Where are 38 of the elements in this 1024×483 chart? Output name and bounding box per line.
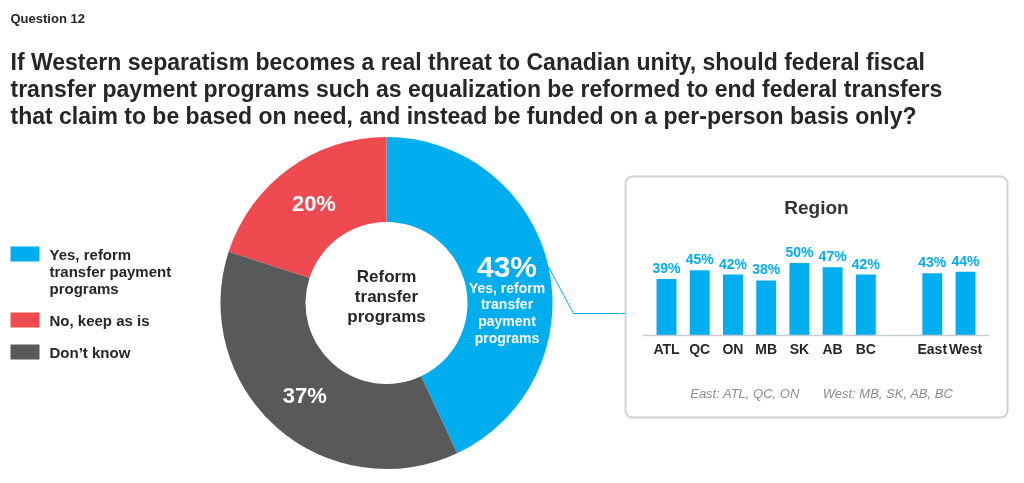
data-label: 43% <box>918 254 947 271</box>
bar <box>955 271 976 336</box>
data-label: 38% <box>752 261 781 278</box>
text: Reform transfer programs <box>347 266 426 326</box>
x-tick-label: MB <box>755 340 778 357</box>
x-tick-label: West <box>948 340 983 357</box>
data-label: 44% <box>951 252 981 269</box>
legend-label: Yes, reform transfer payment programs <box>49 245 172 297</box>
x-tick-label: QC <box>689 340 711 357</box>
data-label: 50% <box>785 244 814 260</box>
chart-title: If Western separatism becomes a real threat to Canadian unity, should federal fiscal transfer payment programs such as equalization be reformed to end federal transfers that claim to be based on need, and instead be funded on a per-person basis only? <box>10 48 943 129</box>
bar <box>756 280 777 336</box>
data-label: 42% <box>851 255 881 272</box>
x-tick-label: ATL <box>653 340 681 357</box>
data-label: 20% <box>291 190 336 216</box>
x-tick-label: BC <box>855 340 876 357</box>
bar <box>822 267 843 336</box>
data-label: 39% <box>652 259 682 276</box>
bar <box>689 270 710 336</box>
bar <box>922 273 943 336</box>
legend-label: No, keep as is <box>49 311 150 329</box>
text: West: MB, SK, AB, BC <box>822 386 954 401</box>
x-tick-label: East <box>917 340 948 357</box>
bar <box>656 278 677 336</box>
bar <box>789 263 810 336</box>
text: East: ATL, QC, ON <box>690 386 800 401</box>
chart-title: Region <box>784 197 849 218</box>
data-label: 42% <box>718 255 748 272</box>
bar <box>855 274 876 336</box>
data-label: 37% <box>282 383 327 409</box>
text: Question 12 <box>10 11 85 26</box>
x-tick-label: AB <box>822 340 843 357</box>
x-tick-label: ON <box>722 340 744 357</box>
x-tick-label: SK <box>789 340 810 357</box>
bar <box>722 274 743 336</box>
legend-label: Don’t know <box>49 343 131 361</box>
data-label: 47% <box>818 248 848 265</box>
data-label: 45% <box>685 251 715 268</box>
